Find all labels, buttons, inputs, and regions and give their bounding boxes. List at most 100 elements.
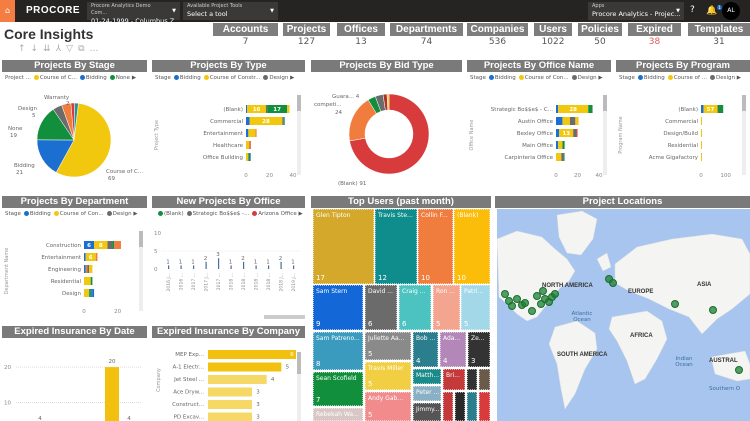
bar-segment[interactable] bbox=[84, 277, 91, 285]
stat-tile-accounts[interactable]: Accounts 7 bbox=[213, 23, 278, 47]
treemap-tile[interactable]: Craig ... 6 bbox=[399, 285, 431, 330]
scrollbar-thumb[interactable] bbox=[603, 95, 607, 111]
bar-segment[interactable] bbox=[246, 129, 249, 137]
legend-next-icon[interactable]: ▶ bbox=[290, 75, 295, 81]
sort-descending-icon[interactable]: ↓ bbox=[30, 44, 44, 54]
bar-value-label[interactable]: 8 bbox=[99, 243, 103, 249]
stat-tile-companies[interactable]: Companies 536 bbox=[467, 23, 528, 47]
bar-value-label[interactable]: 6 bbox=[87, 243, 91, 249]
bar[interactable] bbox=[105, 367, 119, 421]
focus-mode-icon[interactable]: ⧉ bbox=[78, 44, 90, 54]
bar-segment[interactable] bbox=[558, 141, 563, 149]
bar-segment[interactable] bbox=[92, 289, 95, 297]
bar[interactable] bbox=[243, 261, 245, 269]
bar[interactable] bbox=[280, 261, 282, 269]
legend-next-icon[interactable]: ▶ bbox=[298, 211, 303, 217]
bar-segment[interactable] bbox=[556, 105, 559, 113]
bar[interactable] bbox=[180, 265, 182, 269]
legend-item[interactable]: Design bbox=[577, 75, 597, 81]
bar[interactable] bbox=[230, 265, 232, 269]
bar-segment[interactable] bbox=[559, 129, 574, 137]
treemap-tile[interactable]: Sean Scofield 7 bbox=[313, 372, 363, 406]
legend-next-icon[interactable]: ▶ bbox=[598, 75, 603, 81]
avatar[interactable]: AL bbox=[722, 2, 740, 20]
world-map[interactable]: NORTH AMERICA EUROPE ASIA AFRICA SOUTH A… bbox=[497, 209, 750, 421]
bar-segment[interactable] bbox=[701, 141, 702, 149]
treemap-tile[interactable]: Ron ... 5 bbox=[433, 285, 460, 330]
bar-segment[interactable] bbox=[95, 253, 98, 261]
bar[interactable] bbox=[293, 265, 295, 269]
scrollbar-track[interactable] bbox=[297, 352, 301, 421]
treemap-tile[interactable]: Travis Miller 5 bbox=[365, 362, 411, 390]
treemap-tile[interactable]: Sam Stern 9 bbox=[313, 285, 363, 330]
home-button[interactable]: ⌂ bbox=[0, 0, 15, 22]
bar-value-label[interactable]: 13 bbox=[562, 131, 570, 137]
legend-item[interactable]: Bidding bbox=[85, 75, 107, 81]
legend-item[interactable]: Course of C... bbox=[39, 75, 77, 81]
bar-value-label[interactable]: 28 bbox=[569, 107, 577, 113]
bar[interactable] bbox=[208, 350, 296, 359]
scrollbar-track[interactable] bbox=[742, 95, 746, 175]
bar-segment[interactable] bbox=[85, 253, 96, 261]
bar[interactable] bbox=[208, 400, 252, 409]
expand-hierarchy-icon[interactable]: ⅄ bbox=[55, 44, 67, 54]
legend-item[interactable]: Bidding bbox=[179, 75, 201, 81]
legend-item[interactable]: Course of Con... bbox=[524, 75, 569, 81]
treemap-tile[interactable] bbox=[455, 392, 465, 421]
treemap-tile[interactable]: Peter ... bbox=[413, 386, 441, 401]
treemap-tile[interactable]: (Blank) 10 bbox=[454, 209, 490, 284]
scrollbar-thumb[interactable] bbox=[139, 231, 143, 247]
map-location-marker[interactable] bbox=[709, 306, 717, 314]
legend-next-icon[interactable]: ▶ bbox=[736, 75, 741, 81]
bar-segment[interactable] bbox=[87, 265, 90, 273]
scrollbar-track[interactable] bbox=[297, 95, 301, 175]
bar-value-label[interactable]: 57 bbox=[707, 107, 715, 113]
pie-slice[interactable] bbox=[386, 93, 390, 111]
treemap-tile[interactable]: Collin F... 10 bbox=[418, 209, 453, 284]
treemap-tile[interactable]: Travis Ste... 12 bbox=[375, 209, 417, 284]
map-location-marker[interactable] bbox=[671, 300, 679, 308]
bar[interactable] bbox=[193, 265, 195, 269]
bar-segment[interactable] bbox=[562, 141, 565, 149]
bar-segment[interactable] bbox=[701, 129, 702, 137]
bar-segment[interactable] bbox=[287, 105, 290, 113]
legend-item[interactable]: (Blank) bbox=[164, 211, 184, 217]
bar-segment[interactable] bbox=[573, 129, 577, 137]
legend-item[interactable]: Bidding bbox=[494, 75, 516, 81]
bar-value-label[interactable]: 6 bbox=[89, 255, 93, 261]
bar-segment[interactable] bbox=[84, 289, 90, 297]
bar[interactable] bbox=[208, 375, 267, 384]
bar[interactable] bbox=[208, 362, 282, 372]
sort-ascending-icon[interactable]: ↑ bbox=[18, 44, 31, 54]
bar-segment[interactable] bbox=[701, 153, 702, 161]
bar-segment[interactable] bbox=[556, 129, 560, 137]
bar[interactable] bbox=[168, 265, 170, 269]
bar-segment[interactable] bbox=[267, 105, 288, 113]
bar-segment[interactable] bbox=[562, 117, 570, 125]
legend-next-icon[interactable]: ▶ bbox=[133, 211, 138, 217]
pie-slice[interactable] bbox=[55, 102, 112, 178]
treemap-tile[interactable]: Glen Tipton 17 bbox=[313, 209, 374, 284]
bar-segment[interactable] bbox=[246, 105, 248, 113]
bar-segment[interactable] bbox=[248, 129, 256, 137]
bar-segment[interactable] bbox=[249, 117, 283, 125]
more-options-icon[interactable]: … bbox=[89, 44, 104, 54]
bar-value-label[interactable]: 17 bbox=[273, 107, 281, 113]
stat-tile-users[interactable]: Users 1022 bbox=[534, 23, 572, 47]
map-location-marker[interactable] bbox=[508, 302, 516, 310]
bar[interactable] bbox=[208, 412, 252, 421]
treemap-tile[interactable]: Matth... bbox=[413, 369, 441, 384]
bar-segment[interactable] bbox=[569, 117, 576, 125]
legend-item[interactable]: None bbox=[115, 75, 131, 81]
bar-segment[interactable] bbox=[703, 105, 718, 113]
scrollbar-thumb[interactable] bbox=[742, 95, 746, 111]
bar-segment[interactable] bbox=[249, 141, 251, 149]
bar-segment[interactable] bbox=[249, 153, 251, 161]
bar-segment[interactable] bbox=[563, 153, 565, 161]
stat-tile-offices[interactable]: Offices 13 bbox=[337, 23, 385, 47]
bar[interactable] bbox=[268, 265, 270, 269]
stat-tile-departments[interactable]: Departments 74 bbox=[390, 23, 463, 47]
treemap-tile[interactable]: Rebekah Wa... bbox=[313, 408, 363, 421]
bar-segment[interactable] bbox=[85, 265, 88, 273]
scrollbar-thumb[interactable] bbox=[297, 95, 301, 111]
